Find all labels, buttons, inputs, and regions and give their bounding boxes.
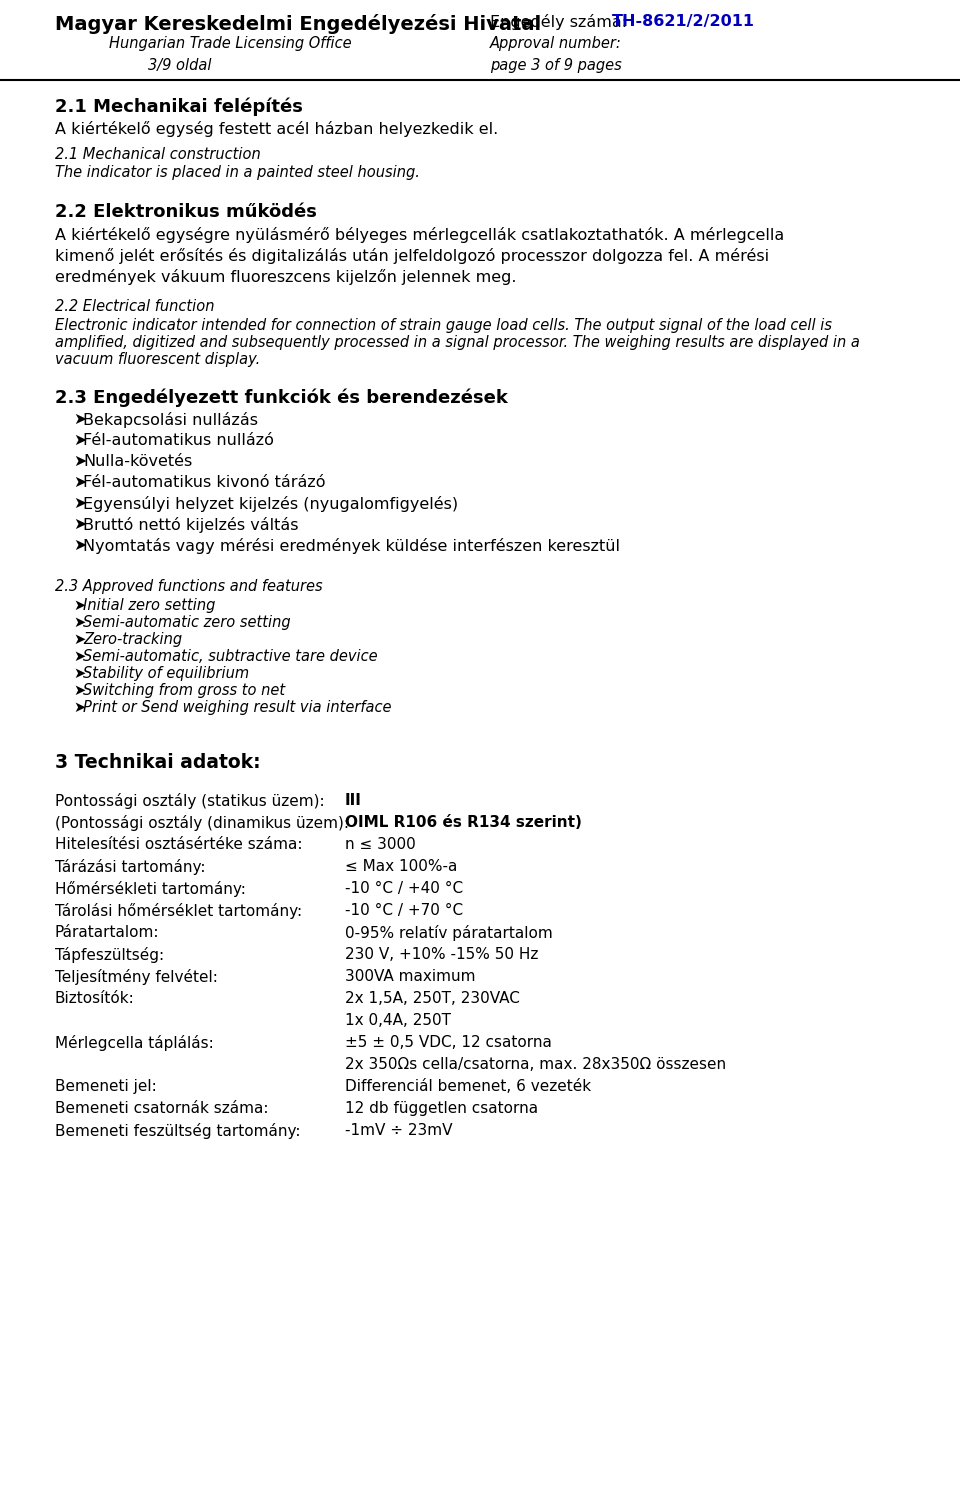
Text: -1mV ÷ 23mV: -1mV ÷ 23mV bbox=[345, 1123, 452, 1138]
Text: Print or Send weighing result via interface: Print or Send weighing result via interf… bbox=[83, 700, 392, 715]
Text: 1x 0,4A, 250T: 1x 0,4A, 250T bbox=[345, 1013, 451, 1028]
Text: Differenciál bemenet, 6 vezeték: Differenciál bemenet, 6 vezeték bbox=[345, 1079, 591, 1094]
Text: The indicator is placed in a painted steel housing.: The indicator is placed in a painted ste… bbox=[55, 165, 420, 180]
Text: ➤: ➤ bbox=[73, 517, 86, 532]
Text: 2.3 Engedélyezett funkciók és berendezések: 2.3 Engedélyezett funkciók és berendezés… bbox=[55, 388, 508, 406]
Text: n ≤ 3000: n ≤ 3000 bbox=[345, 836, 416, 851]
Text: eredmények vákuum fluoreszcens kijelzőn jelennek meg.: eredmények vákuum fluoreszcens kijelzőn … bbox=[55, 268, 516, 285]
Text: Bemeneti jel:: Bemeneti jel: bbox=[55, 1079, 156, 1094]
Text: ➤: ➤ bbox=[73, 598, 85, 613]
Text: 3/9 oldal: 3/9 oldal bbox=[148, 58, 212, 73]
Text: Magyar Kereskedelmi Engedélyezési Hivatal: Magyar Kereskedelmi Engedélyezési Hivata… bbox=[55, 13, 541, 34]
Text: Mérlegcella táplálás:: Mérlegcella táplálás: bbox=[55, 1034, 214, 1051]
Text: Initial zero setting: Initial zero setting bbox=[83, 598, 215, 613]
Text: amplified, digitized and subsequently processed in a signal processor. The weigh: amplified, digitized and subsequently pr… bbox=[55, 334, 860, 349]
Text: ➤: ➤ bbox=[73, 496, 86, 511]
Text: Semi-automatic zero setting: Semi-automatic zero setting bbox=[83, 615, 291, 630]
Text: Approval number:: Approval number: bbox=[490, 36, 622, 51]
Text: Bemeneti feszültség tartomány:: Bemeneti feszültség tartomány: bbox=[55, 1123, 300, 1139]
Text: page 3 of 9 pages: page 3 of 9 pages bbox=[490, 58, 622, 73]
Text: A kiértékelő egység festett acél házban helyezkedik el.: A kiértékelő egység festett acél házban … bbox=[55, 121, 498, 136]
Text: 3 Technikai adatok:: 3 Technikai adatok: bbox=[55, 752, 260, 772]
Text: ➤: ➤ bbox=[73, 412, 86, 427]
Text: 12 db független csatorna: 12 db független csatorna bbox=[345, 1100, 539, 1115]
Text: Hitelesítési osztásértéke száma:: Hitelesítési osztásértéke száma: bbox=[55, 836, 302, 851]
Text: ➤: ➤ bbox=[73, 615, 85, 630]
Text: Hungarian Trade Licensing Office: Hungarian Trade Licensing Office bbox=[108, 36, 351, 51]
Text: 2.2 Elektronikus működés: 2.2 Elektronikus működés bbox=[55, 202, 317, 220]
Text: ➤: ➤ bbox=[73, 649, 85, 664]
Text: ≤ Max 100%-a: ≤ Max 100%-a bbox=[345, 859, 457, 874]
Text: OIML R106 és R134 szerint): OIML R106 és R134 szerint) bbox=[345, 815, 582, 830]
Text: III: III bbox=[345, 793, 362, 808]
Text: Pontossági osztály (statikus üzem):: Pontossági osztály (statikus üzem): bbox=[55, 793, 324, 809]
Text: Bekapcsolási nullázás: Bekapcsolási nullázás bbox=[83, 412, 258, 429]
Text: Páratartalom:: Páratartalom: bbox=[55, 925, 159, 940]
Text: Tárolási hőmérséklet tartomány:: Tárolási hőmérséklet tartomány: bbox=[55, 902, 302, 919]
Text: ➤: ➤ bbox=[73, 433, 86, 448]
Text: 2.3 Approved functions and features: 2.3 Approved functions and features bbox=[55, 579, 323, 594]
Text: ➤: ➤ bbox=[73, 700, 85, 715]
Text: Zero-tracking: Zero-tracking bbox=[83, 633, 182, 648]
Text: Bemeneti csatornák száma:: Bemeneti csatornák száma: bbox=[55, 1100, 269, 1115]
Text: -10 °C / +70 °C: -10 °C / +70 °C bbox=[345, 902, 463, 917]
Text: Semi-automatic, subtractive tare device: Semi-automatic, subtractive tare device bbox=[83, 649, 377, 664]
Text: ➤: ➤ bbox=[73, 475, 86, 490]
Text: Fél-automatikus kivonó tárázó: Fél-automatikus kivonó tárázó bbox=[83, 475, 325, 490]
Text: Teljesítmény felvétel:: Teljesítmény felvétel: bbox=[55, 968, 218, 985]
Text: ➤: ➤ bbox=[73, 454, 86, 469]
Text: A kiértékelő egységre nyülásmérő bélyeges mérlegcellák csatlakoztathatók. A mérl: A kiértékelő egységre nyülásmérő bélyege… bbox=[55, 226, 784, 243]
Text: kimenő jelét erősítés és digitalizálás után jelfeldolgozó processzor dolgozza fe: kimenő jelét erősítés és digitalizálás u… bbox=[55, 247, 769, 264]
Text: 300VA maximum: 300VA maximum bbox=[345, 968, 475, 983]
Text: Stability of equilibrium: Stability of equilibrium bbox=[83, 666, 250, 681]
Text: 230 V, +10% -15% 50 Hz: 230 V, +10% -15% 50 Hz bbox=[345, 947, 539, 962]
Text: Electronic indicator intended for connection of strain gauge load cells. The out: Electronic indicator intended for connec… bbox=[55, 318, 832, 333]
Text: -10 °C / +40 °C: -10 °C / +40 °C bbox=[345, 881, 463, 896]
Text: Fél-automatikus nullázó: Fél-automatikus nullázó bbox=[83, 433, 274, 448]
Text: ➤: ➤ bbox=[73, 538, 86, 553]
Text: Engedély száma:: Engedély száma: bbox=[490, 13, 633, 30]
Text: Bruttó nettó kijelzés váltás: Bruttó nettó kijelzés váltás bbox=[83, 517, 299, 534]
Text: 0-95% relatív páratartalom: 0-95% relatív páratartalom bbox=[345, 925, 553, 941]
Text: ➤: ➤ bbox=[73, 633, 85, 648]
Text: Tárázási tartomány:: Tárázási tartomány: bbox=[55, 859, 205, 875]
Text: vacuum fluorescent display.: vacuum fluorescent display. bbox=[55, 352, 260, 367]
Text: Biztosítók:: Biztosítók: bbox=[55, 991, 134, 1006]
Text: (Pontossági osztály (dinamikus üzem):: (Pontossági osztály (dinamikus üzem): bbox=[55, 815, 349, 830]
Text: 2.1 Mechanikai felépítés: 2.1 Mechanikai felépítés bbox=[55, 97, 302, 115]
Text: 2.1 Mechanical construction: 2.1 Mechanical construction bbox=[55, 147, 261, 162]
Text: Tápfeszültség:: Tápfeszültség: bbox=[55, 947, 164, 962]
Text: Egyensúlyi helyzet kijelzés (nyugalomfigyelés): Egyensúlyi helyzet kijelzés (nyugalomfig… bbox=[83, 496, 458, 513]
Text: 2x 350Ωs cella/csatorna, max. 28x350Ω összesen: 2x 350Ωs cella/csatorna, max. 28x350Ω ös… bbox=[345, 1057, 726, 1072]
Text: Hőmérsékleti tartomány:: Hőmérsékleti tartomány: bbox=[55, 881, 246, 896]
Text: Nulla-követés: Nulla-követés bbox=[83, 454, 192, 469]
Text: Switching from gross to net: Switching from gross to net bbox=[83, 684, 285, 699]
Text: ±5 ± 0,5 VDC, 12 csatorna: ±5 ± 0,5 VDC, 12 csatorna bbox=[345, 1034, 552, 1049]
Text: TH-8621/2/2011: TH-8621/2/2011 bbox=[612, 13, 755, 28]
Text: ➤: ➤ bbox=[73, 684, 85, 699]
Text: Nyomtatás vagy mérési eredmények küldése interfészen keresztül: Nyomtatás vagy mérési eredmények küldése… bbox=[83, 538, 620, 555]
Text: ➤: ➤ bbox=[73, 666, 85, 681]
Text: 2.2 Electrical function: 2.2 Electrical function bbox=[55, 298, 214, 313]
Text: 2x 1,5A, 250T, 230VAC: 2x 1,5A, 250T, 230VAC bbox=[345, 991, 520, 1006]
